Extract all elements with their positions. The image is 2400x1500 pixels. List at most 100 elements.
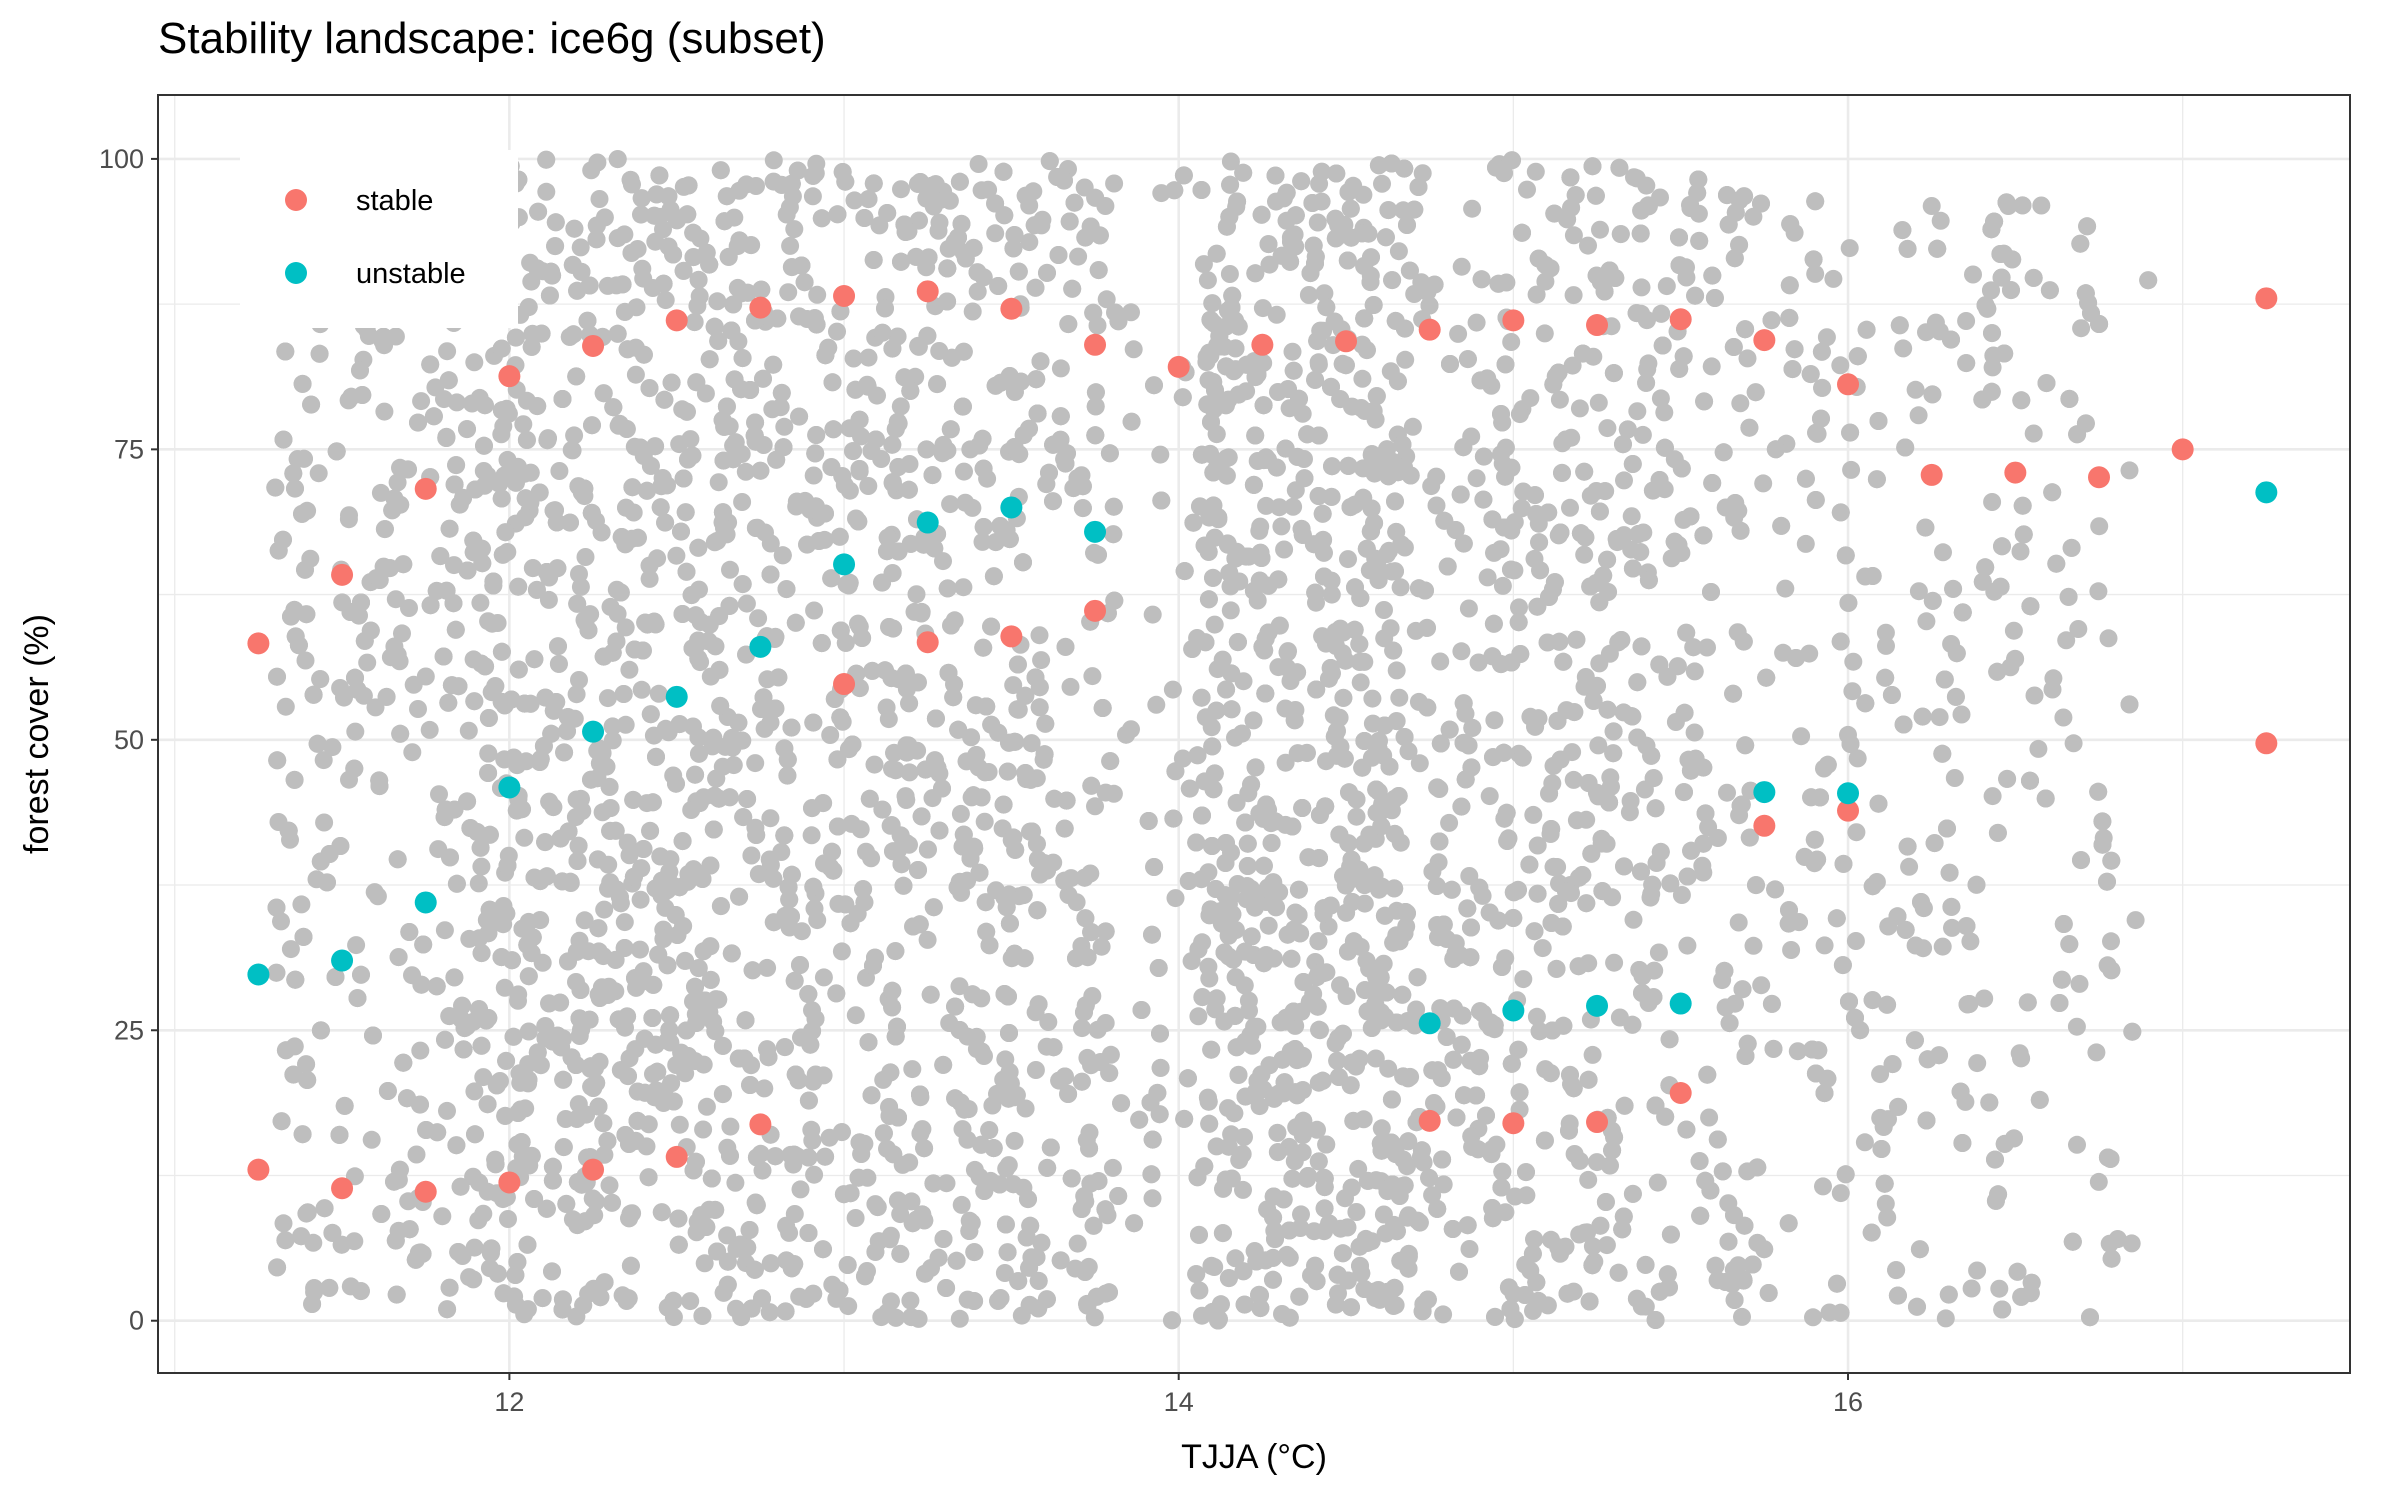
background-point bbox=[1556, 430, 1575, 449]
background-point bbox=[1781, 215, 1800, 234]
background-point bbox=[721, 1117, 740, 1136]
background-point bbox=[1623, 1015, 1642, 1034]
background-point bbox=[1209, 1311, 1228, 1330]
background-point bbox=[1540, 784, 1559, 803]
background-point bbox=[475, 396, 494, 415]
background-point bbox=[1200, 969, 1219, 988]
background-point bbox=[1484, 614, 1503, 633]
background-point bbox=[1833, 956, 1852, 975]
background-point bbox=[651, 498, 670, 517]
background-point bbox=[1561, 498, 1579, 517]
background-point bbox=[403, 743, 422, 762]
background-point bbox=[1624, 910, 1643, 929]
background-point bbox=[268, 667, 286, 686]
background-point bbox=[303, 1295, 322, 1313]
background-point bbox=[1238, 834, 1257, 853]
background-point bbox=[550, 462, 569, 480]
background-point bbox=[1978, 299, 1997, 318]
background-point bbox=[785, 220, 804, 239]
background-point bbox=[1293, 404, 1312, 423]
background-point bbox=[830, 1281, 849, 1300]
background-point bbox=[2006, 649, 2025, 668]
background-point bbox=[1380, 757, 1399, 776]
background-point bbox=[805, 601, 824, 620]
background-point bbox=[803, 187, 822, 206]
background-point bbox=[1203, 294, 1222, 313]
background-point bbox=[989, 1291, 1008, 1310]
background-point bbox=[975, 812, 994, 831]
background-point bbox=[781, 236, 800, 255]
background-point bbox=[928, 375, 947, 394]
background-point bbox=[689, 538, 708, 557]
background-point bbox=[381, 648, 400, 667]
background-point bbox=[1061, 677, 1080, 696]
background-point bbox=[733, 575, 752, 594]
background-point bbox=[598, 1132, 617, 1150]
background-point bbox=[414, 935, 433, 954]
background-point bbox=[1089, 261, 1108, 280]
background-point bbox=[706, 1200, 725, 1219]
background-point bbox=[1609, 1263, 1628, 1282]
background-point bbox=[746, 754, 765, 773]
background-point bbox=[1103, 1158, 1122, 1177]
background-point bbox=[1529, 1291, 1548, 1310]
background-point bbox=[285, 770, 304, 789]
background-point bbox=[2024, 424, 2043, 443]
background-point bbox=[828, 817, 847, 836]
background-point bbox=[1549, 526, 1568, 545]
background-point bbox=[1073, 499, 1092, 518]
background-point bbox=[1983, 787, 2002, 806]
background-point bbox=[274, 1214, 293, 1233]
background-point bbox=[582, 770, 600, 789]
background-point bbox=[1312, 162, 1331, 181]
background-point bbox=[1876, 668, 1895, 687]
background-point bbox=[1639, 354, 1658, 373]
background-point bbox=[1605, 953, 1624, 972]
background-point bbox=[399, 460, 417, 479]
background-point bbox=[1463, 199, 1482, 218]
background-point bbox=[1720, 1014, 1739, 1033]
background-point bbox=[1382, 1090, 1401, 1109]
background-point bbox=[495, 750, 514, 769]
background-point bbox=[1029, 1299, 1048, 1318]
background-point bbox=[471, 593, 490, 612]
background-point bbox=[1283, 342, 1302, 361]
background-point bbox=[1708, 829, 1727, 847]
background-point bbox=[1889, 1097, 1908, 1116]
background-point bbox=[575, 911, 594, 930]
background-point bbox=[955, 462, 973, 481]
background-point bbox=[1657, 277, 1676, 296]
background-point bbox=[1221, 152, 1240, 171]
background-point bbox=[1130, 1110, 1149, 1129]
background-point bbox=[1936, 1309, 1955, 1328]
background-point bbox=[1408, 968, 1427, 987]
background-point bbox=[1026, 1061, 1045, 1079]
background-point bbox=[857, 842, 875, 861]
background-point bbox=[1194, 255, 1213, 274]
background-point bbox=[368, 887, 387, 906]
background-point bbox=[358, 653, 377, 672]
background-point bbox=[1553, 463, 1571, 482]
background-point bbox=[1262, 834, 1281, 852]
background-point bbox=[1452, 1035, 1471, 1054]
background-point bbox=[827, 984, 846, 1003]
background-point bbox=[1410, 754, 1429, 773]
background-point bbox=[1628, 402, 1647, 421]
background-point bbox=[1267, 305, 1286, 324]
background-point bbox=[314, 751, 333, 770]
background-point bbox=[1059, 315, 1078, 334]
background-point bbox=[954, 578, 973, 597]
background-point bbox=[1550, 390, 1569, 409]
background-point bbox=[1112, 1094, 1131, 1113]
background-point bbox=[649, 684, 668, 703]
background-point bbox=[1391, 578, 1410, 597]
background-point bbox=[1577, 894, 1596, 913]
background-point bbox=[1485, 711, 1504, 730]
background-point bbox=[1615, 857, 1633, 876]
background-point bbox=[440, 1278, 459, 1297]
background-point bbox=[308, 734, 327, 753]
background-point bbox=[1817, 328, 1836, 347]
background-point bbox=[1738, 349, 1757, 368]
background-point bbox=[1877, 636, 1895, 655]
background-point bbox=[470, 1173, 489, 1192]
